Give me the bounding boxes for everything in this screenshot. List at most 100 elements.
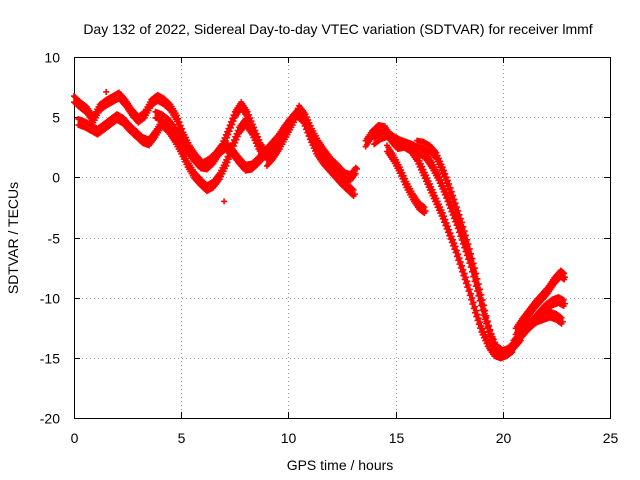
data-point-sat-h [468, 250, 475, 257]
data-point-sat-h [461, 228, 468, 235]
data-point-sat-h [450, 192, 457, 199]
data-point-sat-e [471, 303, 478, 310]
data-point-sat-h [478, 291, 485, 298]
data-point-sat-d [352, 170, 359, 177]
data-point-sat-e [464, 278, 471, 285]
y-tick-label: -15 [40, 351, 60, 367]
data-point-sat-e [453, 247, 460, 254]
data-point-sat-h [488, 331, 495, 338]
data-point-sat-e [446, 226, 453, 233]
data-point-sat-e [457, 258, 464, 265]
data-point-sat-h [482, 307, 489, 314]
y-axis-label: SDTVAR / TECUs [5, 182, 21, 294]
data-point-sat-e [477, 319, 484, 326]
data-point-sat-a [179, 125, 186, 132]
data-point-sat-e [443, 219, 450, 226]
data-point-sat-a [173, 112, 180, 119]
data-point-sat-h [441, 167, 448, 174]
data-point-sat-h [471, 265, 478, 272]
data-point-isolated [154, 111, 161, 118]
data-point-sat-e [475, 315, 482, 322]
data-point-sat-f [443, 189, 450, 196]
data-point-sat-a [230, 118, 237, 125]
data-point-sat-a [226, 128, 233, 135]
data-point-sat-i [560, 296, 567, 303]
data-point-sat-b [233, 136, 240, 143]
data-point-sat-f [441, 185, 448, 192]
data-point-sat-b [223, 162, 230, 169]
data-point-sat-a [227, 124, 234, 131]
data-point-sat-e [439, 209, 446, 216]
data-point-sat-h [487, 326, 494, 333]
data-point-isolated [103, 88, 110, 95]
data-point-sat-b [232, 139, 239, 146]
data-point-sat-h [460, 223, 467, 230]
data-point-sat-e [469, 295, 476, 302]
data-point-sat-e [450, 236, 457, 243]
data-point-sat-i [561, 300, 568, 307]
x-tick-label: 5 [178, 430, 186, 446]
data-point-sat-a [224, 134, 231, 141]
data-point-sat-b [234, 133, 241, 140]
data-point-sat-h [489, 335, 496, 342]
data-point-sat-h [470, 260, 477, 267]
data-point-sat-e [465, 282, 472, 289]
data-point-sat-h [444, 177, 451, 184]
data-point-sat-h [479, 296, 486, 303]
data-point-sat-e [470, 299, 477, 306]
data-point-sat-e [462, 274, 469, 281]
x-axis: 0 5 10 15 20 25 [71, 57, 618, 446]
y-axis: 10 5 0 -5 -10 -15 -20 [40, 50, 610, 427]
y-tick-label: 5 [52, 110, 60, 126]
data-point-sat-g [421, 204, 428, 211]
data-point-sat-j [561, 274, 568, 281]
data-point-sat-e [459, 262, 466, 269]
data-point-sat-e [441, 213, 448, 220]
data-point-sat-a [244, 108, 251, 115]
data-point-sat-h [480, 302, 487, 309]
data-point-sat-h [475, 281, 482, 288]
data-point-sat-h [477, 286, 484, 293]
data-point-sat-h [464, 236, 471, 243]
chart-title: Day 132 of 2022, Sidereal Day-to-day VTE… [83, 21, 592, 37]
y-tick-label: -20 [40, 411, 60, 427]
data-point-sat-d [354, 165, 361, 172]
data-point-sat-k [558, 314, 565, 321]
data-point-sat-k [559, 318, 566, 325]
x-tick-label: 20 [496, 430, 512, 446]
data-point-sat-a [225, 131, 232, 138]
data-point-sat-f [444, 192, 451, 199]
data-point-sat-e [442, 216, 449, 223]
data-point-sat-g [422, 208, 429, 215]
data-point-sat-a [175, 115, 182, 122]
data-point-sat-e [444, 223, 451, 230]
data-point-sat-e [473, 307, 480, 314]
data-point-sat-h [452, 200, 459, 207]
data-point-sat-a [247, 115, 254, 122]
data-points [71, 88, 568, 362]
data-point-sat-h [509, 349, 516, 356]
data-point-sat-e [447, 230, 454, 237]
data-point-sat-e [451, 240, 458, 247]
data-point-sat-c [350, 186, 357, 193]
data-point-sat-c [351, 191, 358, 198]
y-tick-label: 10 [44, 50, 60, 66]
data-point-sat-h [455, 207, 462, 214]
data-point-sat-b [225, 156, 232, 163]
data-point-sat-f [445, 195, 452, 202]
y-tick-label: 0 [52, 170, 60, 186]
data-point-sat-h [457, 215, 464, 222]
data-point-sat-h [466, 245, 473, 252]
data-point-sat-e [456, 255, 463, 262]
data-point-sat-h [453, 204, 460, 211]
data-point-sat-h [484, 318, 491, 325]
data-point-sat-h [442, 170, 449, 177]
data-point-sat-e [474, 311, 481, 318]
data-point-sat-e [452, 243, 459, 250]
data-point-sat-h [456, 211, 463, 218]
data-point-sat-a [245, 111, 252, 118]
data-point-sat-h [486, 322, 493, 329]
data-point-sat-e [468, 290, 475, 297]
